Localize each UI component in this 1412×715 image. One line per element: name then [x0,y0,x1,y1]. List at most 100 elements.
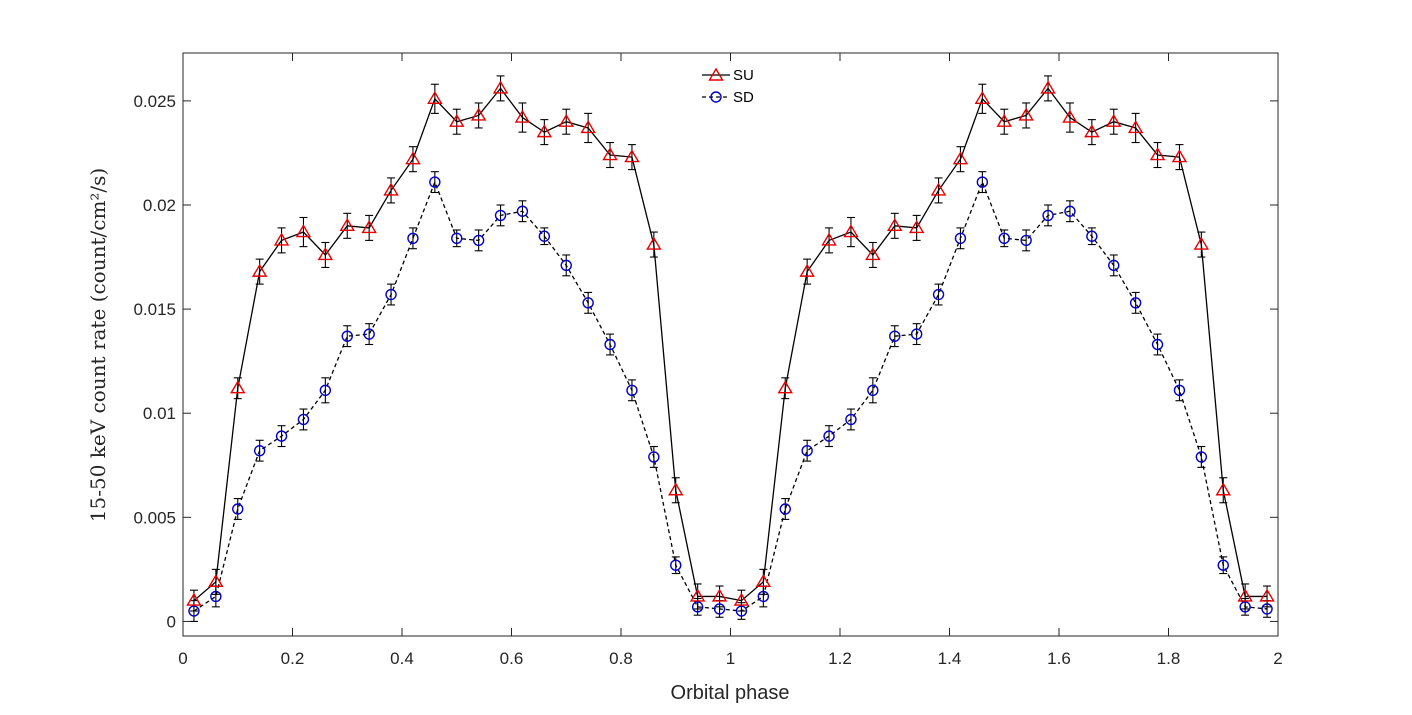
series-su-point [799,263,815,277]
series-su-point [273,232,290,246]
y-tick-label: 0.01 [143,404,176,423]
series-su-point [1018,107,1034,121]
x-tick-label: 0.8 [609,649,633,668]
series-su-point [821,232,837,246]
series-su-point [996,113,1012,127]
x-tick-label: 0.6 [500,649,524,668]
series-sd-point [1064,205,1076,217]
series-sd-point [976,176,989,188]
series-sd-point [801,444,813,457]
series-sd-point [910,328,923,340]
series-sd-point [385,288,397,301]
series-su-point [383,182,399,196]
series-sd-point [823,430,835,442]
series-sd-point [275,430,288,442]
series-sd-point [998,232,1010,245]
series-su-point [843,224,859,238]
series-su-point [1062,109,1078,123]
series-su-point [558,113,574,127]
series-sd-point [1042,209,1054,222]
series-su-point [492,80,509,94]
series-sd [188,171,1273,622]
series-su-point [536,124,553,138]
x-tick-label: 1.4 [938,649,962,668]
series-sd-point [538,230,551,242]
series-sd-point [626,384,638,397]
series-su-point [624,149,640,163]
series-sd-point [867,384,879,397]
series-su-point [580,120,596,134]
series-su-point [1237,588,1253,602]
legend: SU SD [702,67,754,106]
series-su-point [755,573,772,588]
x-axis-title: Orbital phase [671,682,790,704]
series-su-point [865,247,881,261]
y-tick-label: 0 [167,612,176,631]
series-sd-point [429,176,441,188]
series-su-point [974,90,991,105]
series-su-point [295,224,312,238]
series-sd-point [1217,559,1229,571]
series-su-point [1171,149,1188,163]
y-tick-label: 0.025 [133,92,176,111]
series-su-point [470,107,487,121]
series-su-point [908,220,925,234]
series-sd-point [363,328,375,340]
x-tick-label: 2 [1273,649,1282,668]
x-tick-label: 0.2 [281,649,305,668]
series-sd-point [1173,384,1186,397]
series-su-line [193,87,1268,602]
series-sd-point [1086,230,1098,242]
series-sd-point [232,503,244,515]
series-sd-point [319,384,332,397]
series-sd-point [560,259,572,272]
series-su-point [602,147,618,161]
legend-su-marker [708,67,724,81]
series-layer [186,75,1275,622]
ticks-layer: 0 0.2 0.4 0.6 0.8 1 1.2 1.4 1.6 1.8 2 0 0.005 0.01 0.0… [133,53,1283,668]
series-sd-point [297,413,310,426]
series-su-point [1040,80,1056,94]
legend-sd-label: SD [733,89,754,106]
y-tick-label: 0.015 [133,300,176,319]
series-sd-point [845,413,857,426]
series-su-point [1193,236,1210,250]
series-sd-point [1020,234,1032,247]
series-su-point [514,109,531,123]
series-su-point [1106,113,1122,127]
series-sd-point [516,205,529,217]
series-su-point [646,236,662,250]
legend-sd-marker [710,91,722,103]
series-sd-point [1129,297,1142,309]
series-su-point [186,592,202,606]
series-sd-point [648,451,660,463]
series-su-point [1127,120,1144,134]
series-su-point [317,247,334,261]
series-su [186,75,1275,612]
series-su-point [251,263,268,277]
x-tick-label: 1 [726,649,735,668]
series-su-point [405,151,421,165]
series-su-point [733,592,750,606]
x-tick-label: 1.8 [1157,649,1181,668]
y-tick-label: 0.02 [143,196,176,215]
series-sd-point [451,232,463,245]
series-su-point [1149,147,1166,161]
series-su-point [449,113,465,127]
series-su-point [1084,124,1100,138]
series-su-point [339,217,355,232]
series-su-point [1215,482,1231,496]
series-su-point [230,380,246,394]
series-su-point [952,151,969,165]
legend-su-label: SU [733,67,754,84]
series-su-point [208,573,224,588]
series-su-point [361,220,377,234]
x-tick-label: 1.6 [1047,649,1071,668]
series-sd-point [779,503,791,515]
y-axis-title: 15-50 keV count rate (count/cm²/s) [86,168,110,522]
series-sd-point [932,288,945,301]
series-sd-point [954,232,967,245]
series-sd-point [604,338,616,351]
series-sd-point [670,559,682,571]
series-su-point [777,380,793,394]
